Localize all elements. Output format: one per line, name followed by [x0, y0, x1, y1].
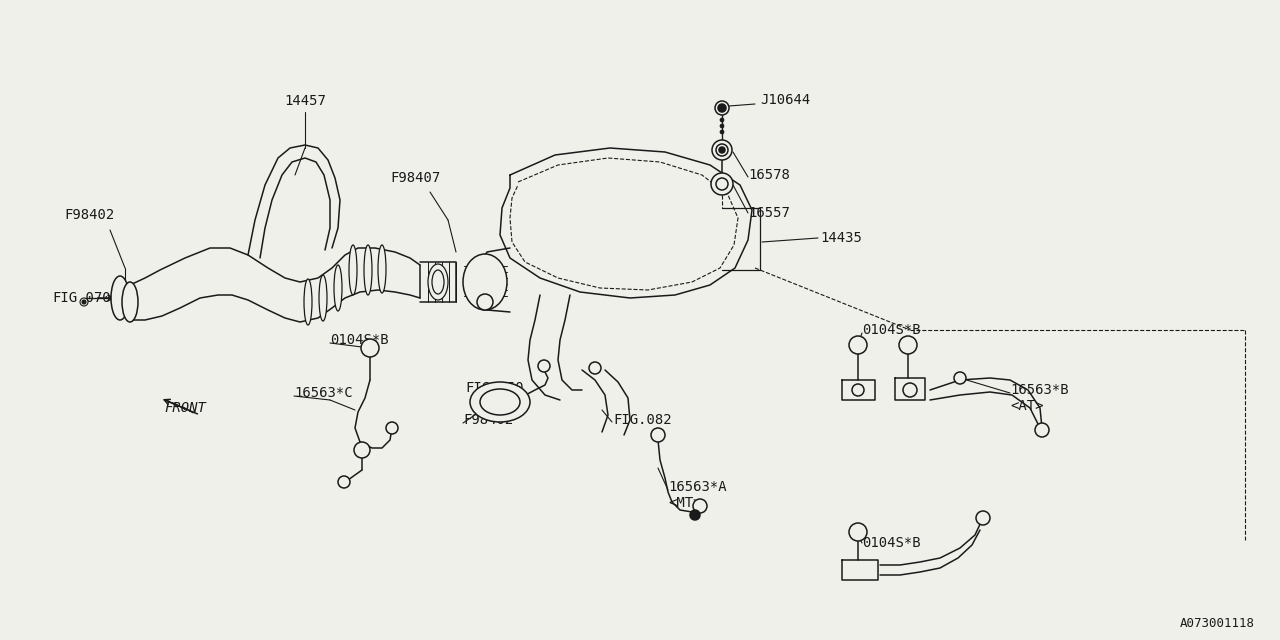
Circle shape	[719, 124, 724, 128]
Circle shape	[902, 383, 916, 397]
Text: 16563*A: 16563*A	[668, 480, 727, 494]
Text: F98407: F98407	[390, 171, 440, 185]
Text: F98402: F98402	[463, 413, 513, 427]
Ellipse shape	[319, 275, 326, 321]
Circle shape	[480, 297, 490, 307]
Circle shape	[718, 104, 726, 112]
Circle shape	[477, 294, 493, 310]
Ellipse shape	[428, 264, 448, 300]
Circle shape	[355, 442, 370, 458]
Circle shape	[719, 130, 724, 134]
Circle shape	[338, 476, 349, 488]
Text: <AT>: <AT>	[1010, 399, 1043, 413]
Ellipse shape	[463, 254, 507, 310]
Ellipse shape	[480, 389, 520, 415]
Circle shape	[538, 360, 550, 372]
Circle shape	[954, 372, 966, 384]
Text: 14435: 14435	[820, 231, 861, 245]
Circle shape	[899, 336, 916, 354]
Circle shape	[387, 422, 398, 434]
Circle shape	[79, 298, 88, 306]
Text: <MT>: <MT>	[668, 496, 701, 510]
Circle shape	[710, 173, 733, 195]
Circle shape	[692, 499, 707, 513]
Text: 16578: 16578	[748, 168, 790, 182]
Circle shape	[82, 300, 86, 304]
Text: FIG.082: FIG.082	[613, 413, 672, 427]
Text: FIG.050: FIG.050	[465, 381, 524, 395]
Ellipse shape	[111, 276, 129, 320]
Text: 16557: 16557	[748, 206, 790, 220]
Text: F98402: F98402	[65, 208, 115, 222]
Text: J10644: J10644	[760, 93, 810, 107]
Ellipse shape	[349, 245, 357, 295]
Text: FIG.070: FIG.070	[52, 291, 110, 305]
Ellipse shape	[305, 279, 312, 325]
Circle shape	[719, 118, 724, 122]
Circle shape	[852, 340, 863, 350]
Text: 0104S*B: 0104S*B	[330, 333, 389, 347]
Text: A073001118: A073001118	[1180, 617, 1254, 630]
Text: 14457: 14457	[284, 94, 326, 108]
Ellipse shape	[334, 265, 342, 311]
Ellipse shape	[378, 245, 387, 293]
Circle shape	[652, 428, 666, 442]
Circle shape	[852, 527, 863, 537]
Text: 0104S*B: 0104S*B	[861, 323, 920, 337]
Circle shape	[716, 101, 730, 115]
Circle shape	[719, 147, 724, 153]
Circle shape	[361, 339, 379, 357]
Text: FRONT: FRONT	[164, 401, 206, 415]
Circle shape	[690, 510, 700, 520]
Circle shape	[716, 144, 728, 156]
Ellipse shape	[122, 282, 138, 322]
Circle shape	[1036, 423, 1050, 437]
Circle shape	[849, 523, 867, 541]
Circle shape	[852, 384, 864, 396]
Circle shape	[365, 343, 375, 353]
Ellipse shape	[364, 245, 372, 295]
Text: 16563*B: 16563*B	[1010, 383, 1069, 397]
Circle shape	[589, 362, 602, 374]
Circle shape	[849, 336, 867, 354]
Ellipse shape	[433, 270, 444, 294]
Ellipse shape	[470, 382, 530, 422]
Circle shape	[712, 140, 732, 160]
Circle shape	[716, 178, 728, 190]
Text: 16563*C: 16563*C	[294, 386, 352, 400]
Text: 0104S*B: 0104S*B	[861, 536, 920, 550]
Circle shape	[977, 511, 989, 525]
Circle shape	[902, 340, 913, 350]
